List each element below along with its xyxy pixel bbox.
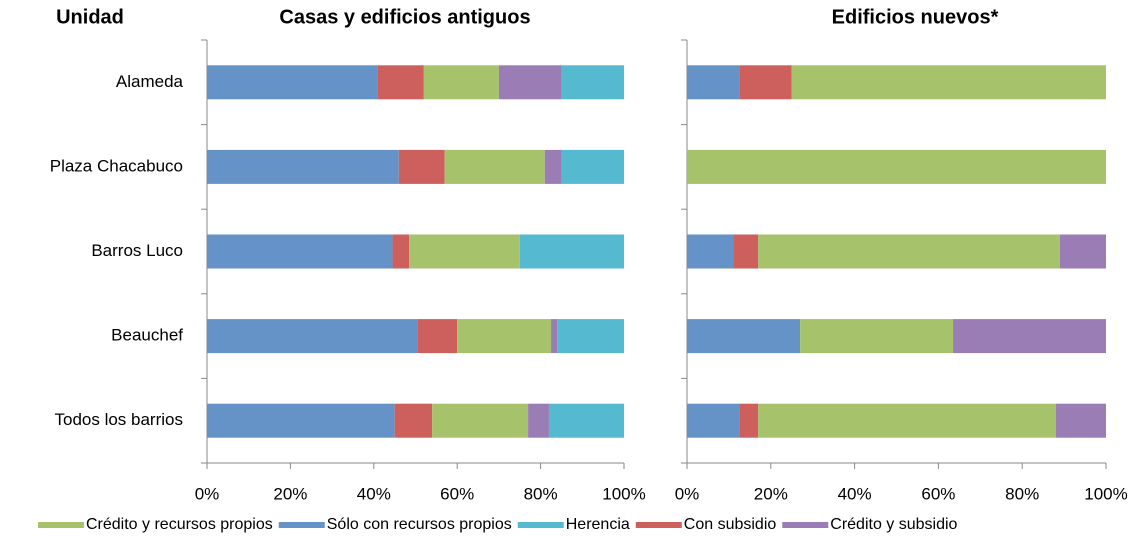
bar-segment (739, 403, 759, 438)
y-axis-label: Unidad (56, 6, 124, 28)
x-tick-label: 20% (754, 484, 788, 503)
bar-segment (687, 149, 1106, 184)
bar-segment (953, 319, 1106, 354)
category-label: Todos los barrios (54, 410, 183, 429)
x-tick-label: 0% (195, 484, 220, 503)
bar-segment (758, 403, 1056, 438)
x-tick-label: 0% (675, 484, 700, 503)
bar-segment (551, 319, 558, 354)
bar-segment (791, 65, 1106, 100)
bar-segment (758, 234, 1060, 269)
x-tick-label: 80% (524, 484, 558, 503)
bar-segment (739, 65, 792, 100)
bar-segment (394, 403, 433, 438)
bar-segment (548, 403, 624, 438)
bar-segment (392, 234, 410, 269)
x-tick-label: 100% (1084, 484, 1127, 503)
bar-segment (207, 149, 399, 184)
bar-segment (207, 65, 378, 100)
x-tick-label: 40% (357, 484, 391, 503)
bar-segment (561, 65, 624, 100)
bar-segment (800, 319, 954, 354)
bar-segment (519, 234, 624, 269)
category-label: Barros Luco (91, 241, 183, 260)
bar-segment (557, 319, 624, 354)
bar-segment (687, 403, 740, 438)
bar-segment (498, 65, 562, 100)
x-tick-label: 80% (1005, 484, 1039, 503)
legend-label: Con subsidio (684, 516, 777, 533)
bar-segment (423, 65, 499, 100)
bar-segment (561, 149, 624, 184)
bar-segment (687, 65, 740, 100)
bar-segment (207, 319, 418, 354)
bar-segment (544, 149, 562, 184)
x-tick-label: 60% (921, 484, 955, 503)
x-tick-label: 20% (273, 484, 307, 503)
chart-title: Edificios nuevos* (832, 6, 999, 28)
bar-segment (1055, 403, 1106, 438)
x-tick-label: 100% (602, 484, 645, 503)
legend-label: Herencia (566, 516, 630, 533)
x-tick-label: 40% (838, 484, 872, 503)
bar-segment (432, 403, 529, 438)
legend-label: Sólo con recursos propios (327, 516, 512, 533)
bar-segment (207, 234, 393, 269)
bar-segment (687, 319, 801, 354)
bar-segment (733, 234, 759, 269)
bar-segment (1059, 234, 1106, 269)
bar-segment (398, 149, 445, 184)
category-label: Alameda (116, 72, 184, 91)
bar-segment (207, 403, 395, 438)
bar-segment (377, 65, 424, 100)
bar-segment (457, 319, 552, 354)
x-tick-label: 60% (440, 484, 474, 503)
bar-segment (528, 403, 549, 438)
bar-segment (687, 234, 734, 269)
chart-title: Casas y edificios antiguos (279, 6, 530, 28)
category-label: Plaza Chacabuco (50, 156, 183, 175)
bar-segment (417, 319, 458, 354)
category-label: Beauchef (111, 326, 183, 345)
legend-label: Crédito y subsidio (830, 516, 957, 533)
bar-segment (444, 149, 545, 184)
legend-label: Crédito y recursos propios (86, 516, 273, 533)
bar-segment (409, 234, 520, 269)
